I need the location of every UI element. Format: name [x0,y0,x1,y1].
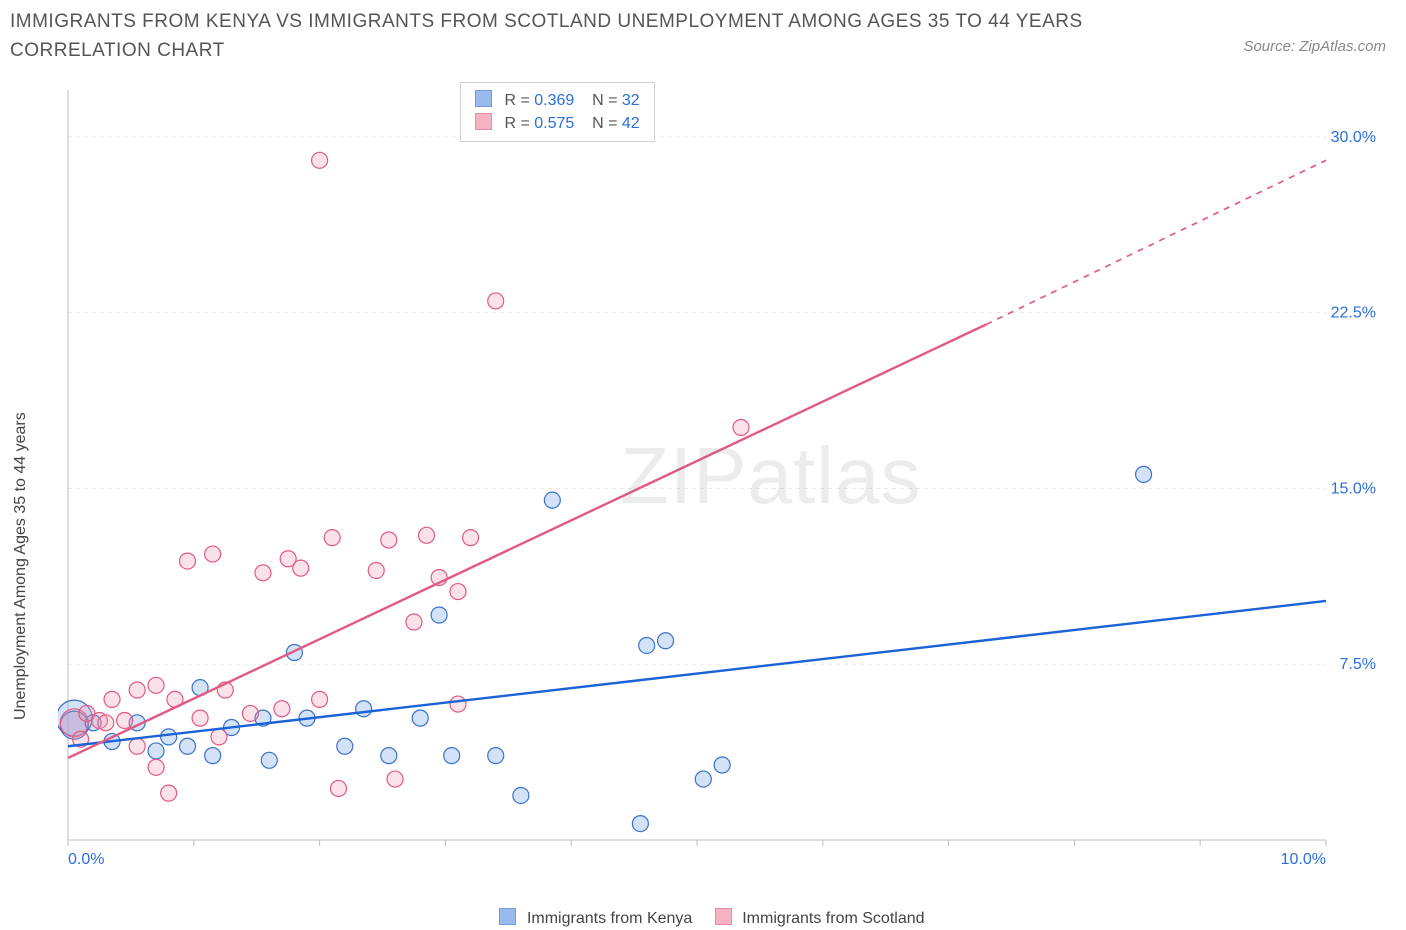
svg-text:0.0%: 0.0% [68,851,104,868]
svg-text:22.5%: 22.5% [1331,305,1376,322]
swatch-kenya-icon [475,90,492,107]
corr-r-label: R = [504,115,534,132]
legend-label-kenya: Immigrants from Kenya [527,910,692,927]
y-axis-label: Unemployment Among Ages 35 to 44 years [12,412,30,720]
corr-r-label: R = [504,92,534,109]
page-title: IMMIGRANTS FROM KENYA VS IMMIGRANTS FROM… [10,8,1160,65]
svg-text:30.0%: 30.0% [1331,129,1376,146]
corr-n-label: N = [579,115,622,132]
svg-text:7.5%: 7.5% [1340,656,1376,673]
x-axis-legend: Immigrants from Kenya Immigrants from Sc… [0,908,1406,928]
source-credit: Source: ZipAtlas.com [1243,38,1386,55]
svg-text:10.0%: 10.0% [1281,851,1326,868]
corr-n-value-scotland: 42 [622,115,640,132]
corr-row-kenya: R = 0.369 N = 32 [475,89,640,112]
legend-label-scotland: Immigrants from Scotland [742,910,924,927]
swatch-kenya-icon [499,908,516,925]
corr-r-value-scotland: 0.575 [534,115,574,132]
correlation-legend-box: R = 0.369 N = 32 R = 0.575 N = 42 [460,82,655,142]
corr-row-scotland: R = 0.575 N = 42 [475,112,640,135]
chart-plot-area: 7.5%15.0%22.5%30.0%0.0%10.0% ZIPatlas R … [58,80,1386,880]
corr-r-value-kenya: 0.369 [534,92,574,109]
corr-n-label: N = [579,92,622,109]
swatch-scotland-icon [475,113,492,130]
svg-text:15.0%: 15.0% [1331,480,1376,497]
corr-n-value-kenya: 32 [622,92,640,109]
swatch-scotland-icon [715,908,732,925]
chart-svg: 7.5% 15.0% 22.5% 30.0% 0.0% 10.0% [58,80,1386,880]
